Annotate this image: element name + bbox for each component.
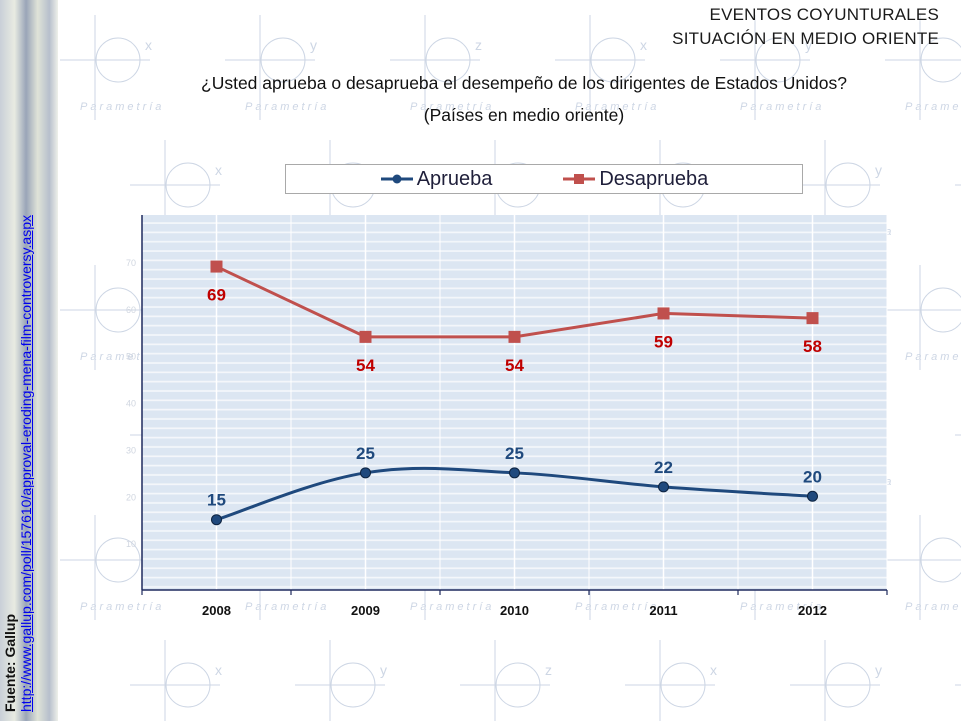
watermark-shape: z	[475, 37, 482, 53]
chart-title: ¿Usted aprueba o desaprueba el desempeño…	[201, 73, 847, 93]
watermark-shape: x	[215, 662, 222, 678]
watermark-shape: y	[875, 412, 882, 428]
watermark-shape: x	[640, 37, 647, 53]
watermark-shape	[165, 162, 211, 208]
legend-marker-circle-icon	[380, 174, 413, 184]
watermark-shape: Parametría	[245, 101, 329, 113]
watermark-shape	[165, 662, 211, 708]
watermark-shape	[260, 37, 306, 83]
watermark-shape	[95, 287, 141, 333]
watermark-shape	[825, 162, 871, 208]
watermark-shape: Parametría	[80, 601, 164, 613]
watermark-shape: y	[310, 537, 317, 553]
watermark-shape: Parametría	[315, 226, 399, 238]
watermark-shape	[660, 662, 706, 708]
watermark-shape: z	[545, 412, 552, 428]
watermark-shape: Parametría	[150, 226, 234, 238]
watermark-shape	[590, 37, 636, 83]
watermark-shape	[825, 662, 871, 708]
watermark-shape	[495, 662, 541, 708]
watermark-shape: Parametría	[740, 101, 824, 113]
watermark-shape: x	[710, 412, 717, 428]
chart-subtitle: (Países en medio oriente)	[423, 105, 625, 125]
header-section-subtitle: SITUACIÓN EN MEDIO ORIENTE	[672, 29, 939, 48]
watermark-shape: Parametría	[905, 351, 961, 363]
watermark-shape: Parametría	[575, 351, 659, 363]
watermark-shape	[920, 37, 961, 83]
watermark-shape: Parametría	[645, 476, 729, 488]
watermark-shape	[425, 37, 471, 83]
watermark-shape: x	[215, 162, 222, 178]
watermark-shape: Parametría	[245, 601, 329, 613]
watermark-shape: y	[310, 287, 317, 303]
chart-legend: Aprueba Desaprueba	[285, 164, 803, 194]
legend-label-desaprueba: Desaprueba	[599, 167, 709, 190]
watermark-shape: Parametría	[480, 226, 564, 238]
legend-item-desaprueba: Desaprueba	[562, 168, 708, 191]
watermark-shape: x	[710, 662, 717, 678]
watermark-shape: Parametría	[410, 101, 494, 113]
watermark-shape: Parametría	[905, 101, 961, 113]
watermark-shape: Parametría	[810, 226, 894, 238]
watermark-shape: Parametría	[575, 101, 659, 113]
watermark-shape: y	[875, 162, 882, 178]
watermark-shape: Parametría	[80, 351, 164, 363]
watermark-shape	[95, 37, 141, 83]
watermark-shape	[920, 287, 961, 333]
watermark-shape: Parametría	[810, 476, 894, 488]
watermark-shape: z	[475, 537, 482, 553]
watermark-shape: Parametría	[740, 351, 824, 363]
watermark-shape	[920, 537, 961, 583]
watermark-shape: z	[475, 287, 482, 303]
watermark-shape: y	[805, 287, 812, 303]
watermark-shape: y	[380, 412, 387, 428]
watermark-shape: y	[380, 662, 387, 678]
watermark-shape: Parametría	[150, 476, 234, 488]
watermark-shape: y	[805, 37, 812, 53]
source-label: Fuente: Gallup	[2, 614, 18, 712]
watermark-shape: Parametría	[315, 476, 399, 488]
watermark-shape	[95, 537, 141, 583]
watermark-shape: Parametría	[410, 351, 494, 363]
watermark-shape: x	[145, 37, 152, 53]
watermark-shape: y	[875, 662, 882, 678]
legend-label-aprueba: Aprueba	[416, 167, 493, 190]
watermark-shape: Parametría	[245, 351, 329, 363]
watermark-shape: x	[145, 287, 152, 303]
watermark-shape: Parametría	[740, 601, 824, 613]
watermark-shape	[330, 662, 376, 708]
watermark-shape: y	[805, 537, 812, 553]
watermark-shape: Parametría	[645, 226, 729, 238]
decorative-side-strip	[0, 0, 58, 721]
watermark-shape: Parametría	[480, 476, 564, 488]
watermark-shape: x	[640, 287, 647, 303]
watermark-shape: z	[545, 662, 552, 678]
legend-marker-square-icon	[563, 174, 596, 184]
watermark-shape: Parametría	[905, 601, 961, 613]
header-section-title: EVENTOS COYUNTURALES	[709, 5, 939, 24]
watermark-shape: Parametría	[80, 101, 164, 113]
watermark-shape: x	[640, 537, 647, 553]
source-citation: Fuente: Gallup http://www.gallup.com/pol…	[2, 215, 34, 712]
watermark-shape	[755, 37, 801, 83]
watermark-shape: x	[145, 537, 152, 553]
watermark-shape: Parametría	[575, 601, 659, 613]
watermark-shape: Parametría	[410, 601, 494, 613]
watermark-shape: y	[310, 37, 317, 53]
legend-item-aprueba: Aprueba	[380, 167, 493, 191]
source-link[interactable]: http://www.gallup.com/poll/157610/approv…	[18, 215, 34, 712]
watermark-shape: x	[215, 412, 222, 428]
